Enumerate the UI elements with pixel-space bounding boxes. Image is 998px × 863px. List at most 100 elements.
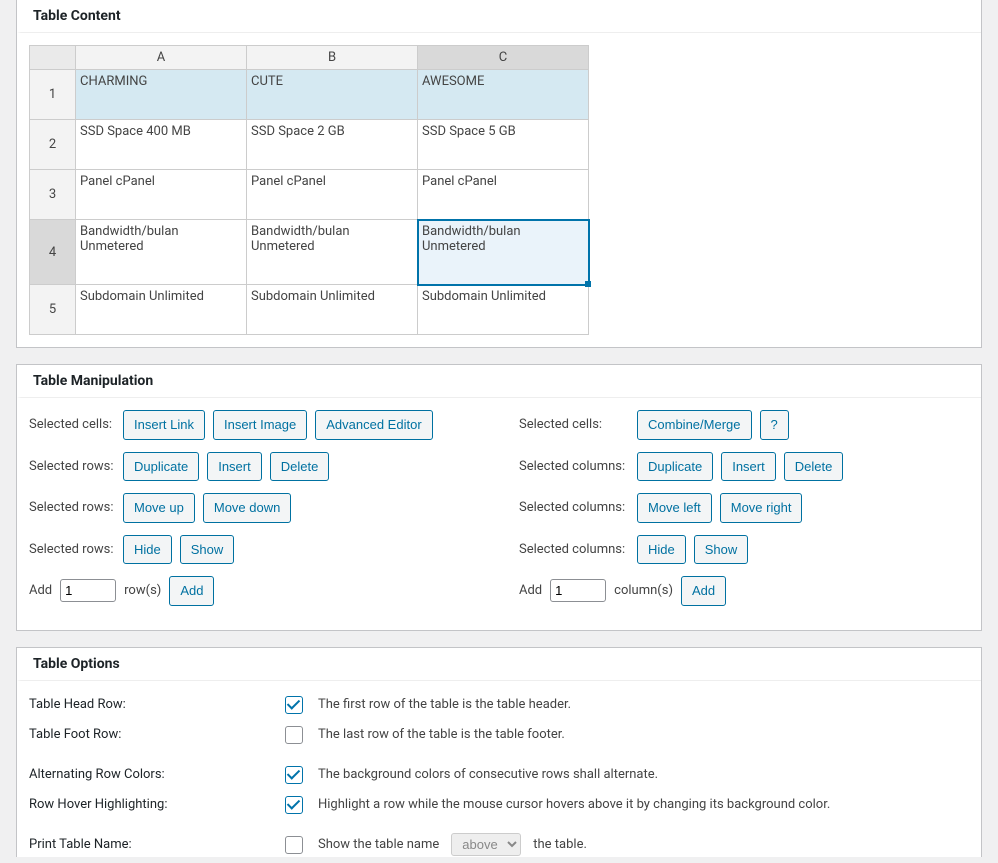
sel-rows-b-label: Selected rows: — [29, 500, 115, 515]
manipulation-columns: Selected cells: Insert Link Insert Image… — [29, 410, 969, 618]
sel-rows-c: Selected rows: Hide Show — [29, 535, 479, 565]
table-manipulation-title: Table Manipulation — [17, 365, 981, 398]
row-show-button[interactable]: Show — [180, 535, 235, 565]
cell[interactable]: AWESOME — [418, 70, 589, 120]
col-insert-button[interactable]: Insert — [721, 452, 776, 482]
cell[interactable]: Bandwidth/bulan Unmetered — [247, 220, 418, 285]
table-content-title: Table Content — [17, 0, 981, 33]
col-move-left-button[interactable]: Move left — [637, 493, 712, 523]
row-move-down-button[interactable]: Move down — [203, 493, 291, 523]
table-row: 1CHARMINGCUTEAWESOME — [30, 70, 589, 120]
merge-help-button[interactable]: ? — [760, 410, 789, 440]
insert-link-button[interactable]: Insert Link — [123, 410, 205, 440]
sel-rows-b: Selected rows: Move up Move down — [29, 493, 479, 523]
table-options-body: Table Head Row: The first row of the tab… — [17, 681, 981, 857]
row-header[interactable]: 3 — [30, 170, 76, 220]
cell[interactable]: SSD Space 5 GB — [418, 120, 589, 170]
sel-rows-a: Selected rows: Duplicate Insert Delete — [29, 452, 479, 482]
table-manipulation-panel: Table Manipulation Selected cells: Inser… — [16, 364, 982, 631]
opt-print-name-desc-suffix: the table. — [533, 837, 587, 852]
opt-print-name-desc-prefix: Show the table name — [318, 837, 439, 852]
opt-head-row-check[interactable] — [285, 696, 303, 714]
opt-head-row-desc: The first row of the table is the table … — [318, 697, 571, 712]
col-hide-button[interactable]: Hide — [637, 535, 686, 565]
add-cols-button[interactable]: Add — [681, 576, 726, 606]
opt-print-name-check[interactable] — [285, 836, 303, 854]
add-cols-input[interactable] — [550, 579, 606, 602]
sel-cells-label-r: Selected cells: — [519, 417, 629, 432]
row-delete-button[interactable]: Delete — [270, 452, 330, 482]
sel-cols-b: Selected columns: Move left Move right — [519, 493, 969, 523]
row-duplicate-button[interactable]: Duplicate — [123, 452, 199, 482]
table-row: 5Subdomain UnlimitedSubdomain UnlimitedS… — [30, 285, 589, 335]
row-move-up-button[interactable]: Move up — [123, 493, 195, 523]
table-manipulation-body: Selected cells: Insert Link Insert Image… — [17, 398, 981, 630]
cell[interactable]: Subdomain Unlimited — [418, 285, 589, 335]
sel-cols-c-label: Selected columns: — [519, 542, 629, 557]
opt-print-name: Print Table Name: Show the table name ab… — [29, 833, 969, 857]
cell[interactable]: SSD Space 400 MB — [76, 120, 247, 170]
spreadsheet: ABC 1CHARMINGCUTEAWESOME2SSD Space 400 M… — [29, 45, 589, 335]
row-header[interactable]: 5 — [30, 285, 76, 335]
manipulation-left: Selected cells: Insert Link Insert Image… — [29, 410, 479, 618]
opt-hover-label: Row Hover Highlighting: — [29, 797, 269, 812]
add-rows-prefix: Add — [29, 583, 52, 598]
table-row: 3Panel cPanelPanel cPanelPanel cPanel — [30, 170, 589, 220]
opt-foot-row-check[interactable] — [285, 726, 303, 744]
cell[interactable]: SSD Space 2 GB — [247, 120, 418, 170]
opt-print-name-label: Print Table Name: — [29, 837, 269, 852]
col-duplicate-button[interactable]: Duplicate — [637, 452, 713, 482]
add-cols-prefix: Add — [519, 583, 542, 598]
table-options-title: Table Options — [17, 648, 981, 681]
sel-cells-label: Selected cells: — [29, 417, 115, 432]
add-cols-suffix: column(s) — [614, 583, 673, 598]
manipulation-right: Selected cells: Combine/Merge ? Selected… — [519, 410, 969, 618]
sel-cols-a: Selected columns: Duplicate Insert Delet… — [519, 452, 969, 482]
add-rows-line: Add row(s) Add — [29, 576, 479, 606]
opt-hover-desc: Highlight a row while the mouse cursor h… — [318, 797, 830, 812]
combine-merge-button[interactable]: Combine/Merge — [637, 410, 752, 440]
table-content-panel: Table Content ABC 1CHARMINGCUTEAWESOME2S… — [16, 0, 982, 348]
opt-head-row: Table Head Row: The first row of the tab… — [29, 693, 969, 717]
col-header[interactable]: A — [76, 46, 247, 70]
cell[interactable]: Panel cPanel — [76, 170, 247, 220]
opt-print-name-select[interactable]: above — [451, 833, 521, 856]
cell[interactable]: Subdomain Unlimited — [76, 285, 247, 335]
cell[interactable]: Panel cPanel — [247, 170, 418, 220]
cell[interactable]: CUTE — [247, 70, 418, 120]
col-header[interactable]: B — [247, 46, 418, 70]
cell[interactable]: Bandwidth/bulan Unmetered — [76, 220, 247, 285]
col-move-right-button[interactable]: Move right — [720, 493, 803, 523]
row-insert-button[interactable]: Insert — [207, 452, 262, 482]
cell[interactable]: Subdomain Unlimited — [247, 285, 418, 335]
cell[interactable]: Panel cPanel — [418, 170, 589, 220]
cell[interactable]: CHARMING — [76, 70, 247, 120]
opt-foot-row: Table Foot Row: The last row of the tabl… — [29, 723, 969, 747]
add-rows-suffix: row(s) — [124, 583, 161, 598]
add-cols-line: Add column(s) Add — [519, 576, 969, 606]
col-delete-button[interactable]: Delete — [784, 452, 844, 482]
opt-alt-colors-desc: The background colors of consecutive row… — [318, 767, 658, 782]
row-header[interactable]: 1 — [30, 70, 76, 120]
sel-cells-row: Selected cells: Insert Link Insert Image… — [29, 410, 479, 440]
row-header[interactable]: 2 — [30, 120, 76, 170]
advanced-editor-button[interactable]: Advanced Editor — [315, 410, 432, 440]
insert-image-button[interactable]: Insert Image — [213, 410, 307, 440]
col-show-button[interactable]: Show — [694, 535, 749, 565]
opt-alt-colors-check[interactable] — [285, 766, 303, 784]
table-row: 4Bandwidth/bulan UnmeteredBandwidth/bula… — [30, 220, 589, 285]
cell[interactable]: Bandwidth/bulan Unmetered — [418, 220, 589, 285]
table-row: 2SSD Space 400 MBSSD Space 2 GBSSD Space… — [30, 120, 589, 170]
opt-alt-colors-label: Alternating Row Colors: — [29, 767, 269, 782]
row-hide-button[interactable]: Hide — [123, 535, 172, 565]
opt-alt-colors: Alternating Row Colors: The background c… — [29, 763, 969, 787]
sheet-corner[interactable] — [30, 46, 76, 70]
opt-hover-check[interactable] — [285, 796, 303, 814]
row-header[interactable]: 4 — [30, 220, 76, 285]
add-rows-button[interactable]: Add — [169, 576, 214, 606]
opt-foot-row-desc: The last row of the table is the table f… — [318, 727, 565, 742]
sel-rows-a-label: Selected rows: — [29, 459, 115, 474]
sel-cols-b-label: Selected columns: — [519, 500, 629, 515]
col-header[interactable]: C — [418, 46, 589, 70]
add-rows-input[interactable] — [60, 579, 116, 602]
